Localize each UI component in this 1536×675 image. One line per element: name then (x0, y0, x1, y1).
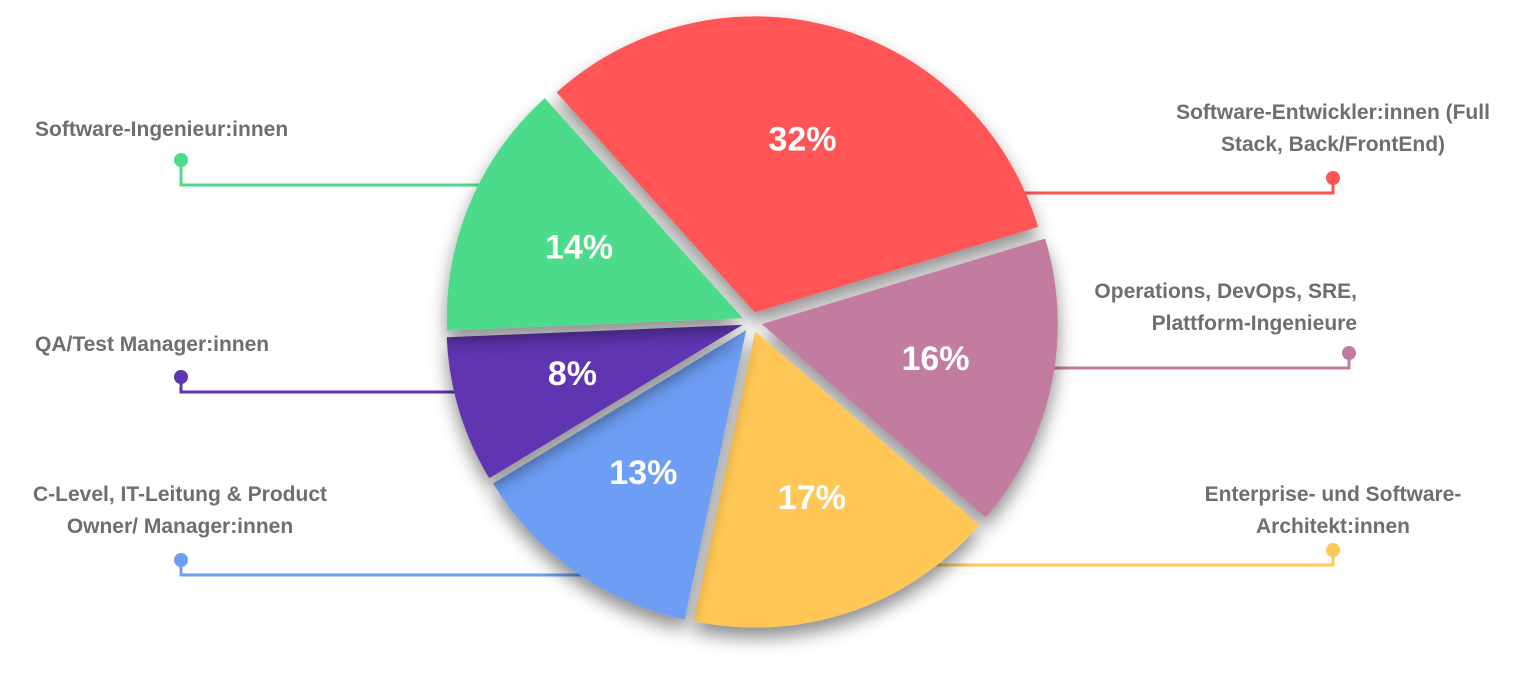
pie-slice (446, 324, 743, 479)
leader-line (179, 377, 470, 394)
leader-dot (1326, 543, 1340, 557)
value-label: 13% (609, 454, 677, 492)
category-label: Enterprise- und Software-Architekt:innen (1204, 483, 1462, 538)
leader-line (1040, 353, 1351, 370)
pie-slice (493, 330, 747, 620)
category-label: Operations, DevOps, SRE, Plattform-Ingen… (1094, 280, 1357, 335)
leader-dot (1326, 171, 1340, 185)
category-label: Software-Entwickler:innen (Full Stack, B… (1176, 101, 1490, 156)
leader-line (1015, 178, 1335, 195)
category-label: C-Level, IT-Leitung & Product Owner/ Man… (32, 483, 327, 538)
pie-slice (761, 238, 1058, 518)
value-label: 16% (901, 340, 969, 378)
pie-slice (556, 16, 1039, 313)
value-label: 14% (545, 228, 613, 266)
leader-line (179, 560, 605, 577)
connectors (174, 153, 1356, 577)
leader-line (915, 550, 1335, 567)
leader-dot (174, 370, 188, 384)
value-label: 17% (778, 479, 846, 517)
pie: 32% 16% 17% 13% 8% 14% (446, 16, 1058, 628)
leader-line (179, 160, 480, 187)
pie-slice (693, 331, 980, 628)
value-label: 32% (768, 120, 836, 158)
leader-dot (174, 153, 188, 167)
leader-dot (1342, 346, 1356, 360)
pie-slice (446, 98, 743, 331)
value-label: 8% (548, 355, 597, 393)
category-label: Software-Ingenieur:innen (35, 118, 289, 141)
category-label: QA/Test Manager:innen (35, 333, 270, 356)
leader-dot (174, 553, 188, 567)
